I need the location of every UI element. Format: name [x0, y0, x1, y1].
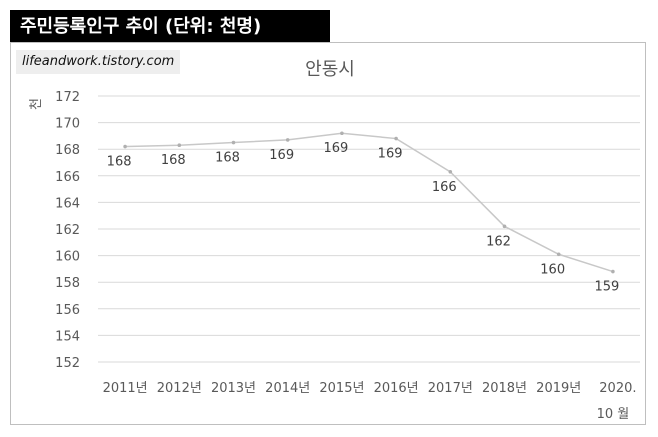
y-tick-156: 156 — [55, 303, 80, 318]
data-label-4: 169 — [323, 141, 348, 156]
y-tick-168: 168 — [55, 143, 80, 158]
data-point-2 — [231, 140, 236, 145]
x-tick-7: 2018년 — [482, 381, 527, 396]
data-point-7 — [502, 224, 507, 229]
grid-lines — [98, 95, 640, 363]
y-axis-label: 천 — [29, 98, 44, 110]
data-point-5 — [394, 136, 398, 141]
y-tick-172: 172 — [55, 90, 80, 105]
data-label-6: 166 — [432, 180, 457, 195]
data-point-9 — [611, 269, 615, 274]
data-label-5: 169 — [378, 147, 403, 162]
data-point-0 — [123, 144, 127, 149]
x-tick-3: 2014년 — [265, 381, 310, 396]
data-label-3: 169 — [269, 148, 294, 163]
x-axis-ticks: 2011년 2012년 2013년 2014년 2015년 2016년 2017년 2018년… — [103, 381, 637, 422]
y-tick-166: 166 — [55, 170, 80, 185]
data-point-1 — [177, 143, 182, 148]
y-axis-ticks: 152 154 156 158 160 162 164 166 168 170 172 — [55, 90, 80, 371]
x-tick-8: 2019년 — [536, 381, 581, 396]
y-tick-162: 162 — [55, 223, 80, 238]
x-tick-4: 2015년 — [319, 381, 364, 396]
data-label-0: 168 — [107, 155, 132, 170]
data-point-8 — [556, 252, 561, 257]
series-line — [125, 132, 614, 273]
data-label-1: 168 — [161, 153, 186, 168]
data-point-6 — [448, 170, 453, 174]
banner-title: 주민등록인구 추이 (단위: 천명) — [10, 10, 330, 44]
y-tick-154: 154 — [55, 329, 80, 344]
chart-title: 안동시 — [305, 59, 355, 80]
x-tick-6: 2017년 — [428, 381, 473, 396]
x-tick-0: 2011년 — [103, 381, 148, 396]
source-label: lifeandwork.tistory.com — [16, 50, 181, 74]
data-label-8: 160 — [540, 262, 565, 277]
data-label-7: 162 — [486, 234, 511, 249]
chart-frame — [10, 42, 646, 425]
x-tick-9: 2020. 10 월 — [597, 381, 637, 422]
x-tick-5: 2016년 — [374, 381, 419, 396]
y-tick-152: 152 — [55, 356, 80, 371]
y-tick-158: 158 — [55, 276, 80, 291]
data-label-9: 159 — [594, 280, 619, 295]
x-tick-2: 2013년 — [211, 381, 256, 396]
data-point-3 — [285, 138, 290, 142]
y-tick-170: 170 — [55, 117, 80, 132]
data-labels: 168 168 168 169 169 169 166 162 160 159 — [107, 141, 620, 294]
data-point-4 — [340, 131, 344, 136]
y-tick-164: 164 — [55, 196, 80, 211]
series-population — [123, 131, 615, 274]
x-tick-1: 2012년 — [157, 381, 202, 396]
data-label-2: 168 — [215, 151, 240, 166]
y-tick-160: 160 — [55, 250, 80, 265]
